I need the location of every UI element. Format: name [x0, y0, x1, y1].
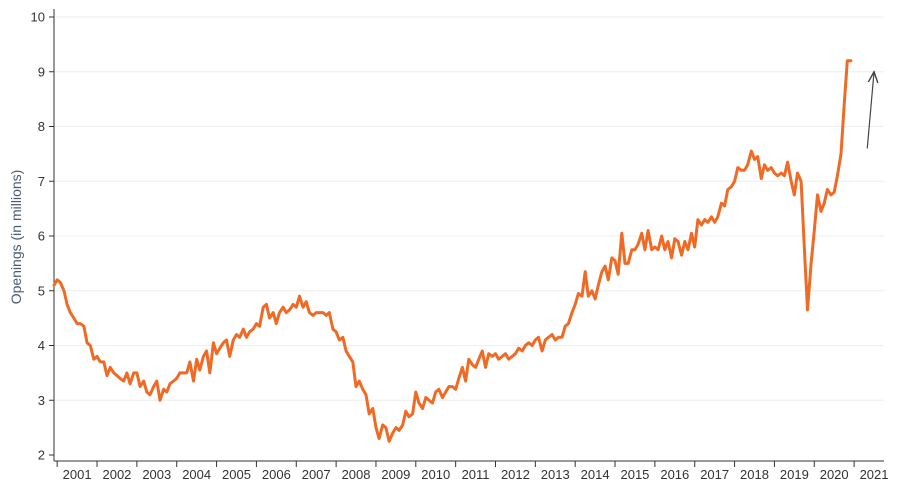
gridlines — [54, 16, 884, 401]
x-tick-label: 2006 — [262, 467, 291, 482]
x-tick-label: 2020 — [820, 467, 849, 482]
x-tick-label: 2005 — [222, 467, 251, 482]
x-tick-label: 2018 — [740, 467, 769, 482]
x-tick-label: 2011 — [462, 467, 490, 482]
y-tick-label: 2 — [38, 448, 45, 463]
y-axis-title: Openings (in millions) — [8, 170, 24, 305]
series-line-0 — [52, 59, 853, 443]
y-tick-label: 10 — [31, 10, 45, 25]
y-tick-label: 6 — [38, 229, 45, 244]
y-tick-label: 9 — [38, 64, 45, 79]
x-tick-label: 2008 — [342, 467, 371, 482]
x-tick-label: 2015 — [620, 467, 649, 482]
annotation-arrow — [866, 72, 874, 149]
x-tick-label: 2021 — [860, 467, 889, 482]
x-tick-label: 2016 — [660, 467, 689, 482]
x-tick-label: 2019 — [780, 467, 809, 482]
x-tick-label: 2013 — [541, 467, 570, 482]
y-tick-label: 7 — [38, 174, 45, 189]
x-tick-label: 2014 — [581, 467, 610, 482]
y-tick-label: 3 — [38, 393, 45, 408]
x-tick-label: 2017 — [700, 467, 729, 482]
x-tick-label: 2012 — [501, 467, 530, 482]
annotation-layer — [866, 72, 874, 149]
y-tick-label: 5 — [38, 283, 45, 298]
x-tick-label: 2009 — [381, 467, 410, 482]
axes: 2 3 4 5 6 7 8 9 10 2001 2002 2003 2004 2005 2006 2007 20… — [31, 9, 889, 482]
y-tick-label: 4 — [38, 338, 45, 353]
x-tick-label: 2003 — [142, 467, 171, 482]
series-layer — [52, 59, 853, 443]
x-tick-label: 2002 — [102, 467, 131, 482]
x-tick-label: 2004 — [182, 467, 211, 482]
x-tick-label: 2007 — [302, 467, 331, 482]
x-tick-label: 2001 — [63, 467, 92, 482]
y-tick-label: 8 — [38, 119, 45, 134]
x-tick-label: 2010 — [421, 467, 450, 482]
